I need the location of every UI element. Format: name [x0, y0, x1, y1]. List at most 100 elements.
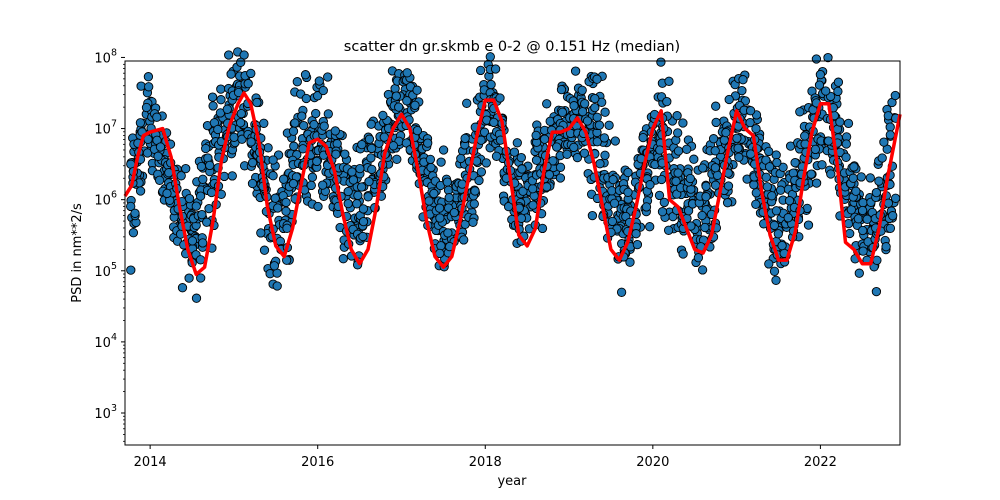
scatter-point	[323, 72, 333, 82]
scatter-point	[645, 222, 655, 232]
scatter-point	[485, 52, 495, 62]
scatter-point	[237, 134, 247, 144]
scatter-point	[821, 86, 831, 96]
scatter-point	[216, 84, 226, 94]
x-axis-ticks: 2014 2016 2018 2020 2022	[134, 445, 837, 470]
scatter-point	[358, 204, 369, 214]
scatter-point	[191, 293, 202, 303]
scatter-point	[803, 220, 814, 230]
scatter-point	[823, 52, 833, 63]
scatter-point	[771, 150, 781, 160]
scatter-point	[196, 161, 207, 172]
scatter-point	[205, 160, 215, 171]
scatter-point	[412, 125, 423, 136]
scatter-point	[126, 201, 136, 212]
scatter-point	[442, 177, 452, 187]
scatter-point	[363, 192, 373, 202]
scatter-point	[562, 149, 572, 159]
scatter-point	[252, 97, 262, 108]
scatter-point	[356, 182, 367, 192]
scatter-point	[693, 253, 704, 263]
scatter-point	[890, 90, 900, 101]
scatter-point	[392, 154, 402, 164]
scatter-point	[843, 118, 854, 129]
scatter-point	[556, 84, 567, 95]
scatter-point	[710, 180, 721, 190]
scatter-point	[503, 201, 514, 212]
scatter-point	[236, 57, 246, 67]
scatter-point	[195, 255, 206, 265]
scatter-point	[184, 273, 194, 283]
scatter-point	[722, 198, 733, 208]
scatter-point	[656, 174, 667, 185]
scatter-point	[815, 69, 826, 80]
scatter-point	[767, 191, 777, 201]
scatter-point	[712, 170, 723, 180]
scatter-point	[531, 130, 541, 141]
scatter-point	[623, 167, 633, 178]
scatter-point	[783, 213, 793, 223]
scatter-point	[854, 268, 864, 278]
scatter-point	[609, 198, 620, 208]
scatter-point	[256, 228, 266, 238]
scatter-point	[616, 287, 627, 297]
scatter-point	[367, 164, 377, 175]
scatter-point	[307, 172, 318, 182]
median-line-group	[123, 91, 902, 277]
scatter-point	[312, 91, 323, 101]
scatter-point	[771, 275, 781, 285]
scatter-point	[548, 156, 558, 166]
scatter-point	[208, 101, 218, 111]
scatter-point	[874, 176, 884, 186]
scatter-point	[273, 203, 283, 213]
scatter-point	[235, 118, 246, 128]
scatter-point	[879, 137, 889, 147]
scatter-point	[638, 132, 648, 143]
scatter-point	[841, 152, 851, 162]
scatter-point	[604, 120, 614, 130]
scatter-point	[772, 157, 782, 168]
scatter-point	[656, 57, 666, 67]
scatter-point	[835, 117, 845, 127]
scatter-point	[436, 157, 446, 167]
scatter-point	[479, 127, 490, 137]
scatter-point	[751, 124, 761, 134]
scatter-point	[697, 210, 707, 221]
scatter-point	[486, 79, 496, 90]
scatter-point	[592, 112, 602, 122]
scatter-point	[270, 193, 280, 203]
scatter-point	[738, 75, 748, 85]
scatter-point	[683, 206, 694, 216]
scatter-point	[877, 153, 887, 163]
scatter-point	[590, 102, 600, 113]
scatter-point	[469, 199, 479, 209]
scatter-point	[710, 163, 721, 173]
scatter-point	[184, 193, 195, 204]
scatter-point	[769, 220, 780, 231]
y-axis-ticks: 103104105106107108109	[94, 47, 125, 442]
y-axis-label: PSD in nm**2/s	[70, 203, 85, 303]
scatter-point	[711, 117, 721, 128]
scatter-point	[569, 142, 579, 153]
scatter-point	[858, 198, 868, 208]
scatter-point	[806, 169, 816, 179]
scatter-point	[555, 173, 566, 183]
scatter-point	[224, 50, 234, 60]
scatter-point	[673, 128, 683, 138]
scatter-point	[518, 186, 528, 196]
scatter-point	[141, 102, 152, 113]
scatter-point	[700, 222, 710, 233]
plot-frame	[124, 60, 901, 446]
scatter-point	[143, 72, 154, 82]
scatter-point	[357, 139, 367, 150]
scatter-point	[846, 205, 857, 215]
scatter-point	[292, 77, 302, 87]
scatter-point	[181, 163, 191, 174]
scatter-point	[162, 188, 172, 199]
y-tick-label: 103	[94, 403, 117, 422]
scatter-point	[599, 133, 610, 143]
scatter-point	[429, 188, 439, 199]
scatter-point	[272, 281, 282, 291]
scatter-point	[330, 126, 340, 136]
scatter-point	[299, 120, 309, 131]
